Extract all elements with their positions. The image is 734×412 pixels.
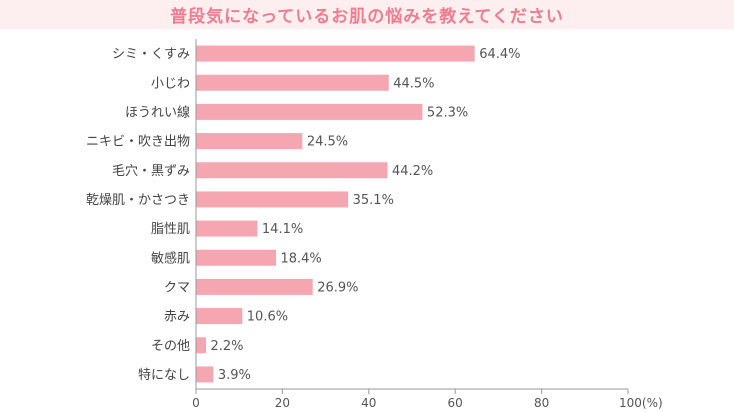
- category-label: 敏感肌: [151, 250, 190, 266]
- bar: [196, 103, 423, 120]
- category-label: ほうれい線: [125, 104, 190, 120]
- data-label: 18.4%: [280, 251, 321, 266]
- bar: [196, 74, 389, 91]
- x-tick-label: 0: [192, 396, 200, 410]
- x-tick-label: 40: [361, 396, 376, 410]
- bar: [196, 220, 258, 237]
- category-label: 特になし: [138, 368, 190, 383]
- data-label: 35.1%: [353, 193, 394, 208]
- bar: [196, 249, 276, 266]
- bar: [196, 278, 313, 295]
- category-label: シミ・くすみ: [112, 47, 190, 62]
- bar: [196, 162, 388, 179]
- chart-title-bar: 普段気になっているお肌の悩みを教えてください: [0, 0, 734, 29]
- data-label: 26.9%: [317, 280, 358, 295]
- data-label: 14.1%: [262, 222, 303, 237]
- x-tick-label: 80: [534, 396, 549, 410]
- data-label: 64.4%: [479, 47, 520, 62]
- data-label: 52.3%: [427, 105, 468, 120]
- category-label: その他: [151, 339, 190, 354]
- bar: [196, 45, 475, 62]
- data-label: 3.9%: [218, 368, 251, 383]
- category-label: 毛穴・黒ずみ: [112, 164, 190, 179]
- bar: [196, 366, 214, 383]
- data-label: 44.5%: [393, 76, 434, 91]
- data-label: 2.2%: [211, 339, 244, 354]
- category-label: 小じわ: [151, 76, 190, 91]
- data-label: 44.2%: [392, 164, 433, 179]
- category-label: ニキビ・吹き出物: [86, 135, 190, 150]
- data-label: 24.5%: [307, 135, 348, 150]
- chart-title: 普段気になっているお肌の悩みを教えてください: [170, 7, 564, 27]
- category-label: 赤み: [164, 310, 190, 325]
- bar: [196, 133, 303, 150]
- category-label: クマ: [164, 280, 190, 295]
- category-label: 脂性肌: [151, 222, 190, 237]
- category-label: 乾燥肌・かさつき: [86, 193, 190, 208]
- bar: [196, 191, 349, 208]
- x-tick-label: 20: [275, 396, 290, 410]
- data-label: 10.6%: [247, 310, 288, 325]
- bar: [196, 308, 243, 325]
- x-tick-label: 100(%): [619, 396, 663, 410]
- x-tick-label: 60: [448, 396, 463, 410]
- bar: [196, 337, 207, 354]
